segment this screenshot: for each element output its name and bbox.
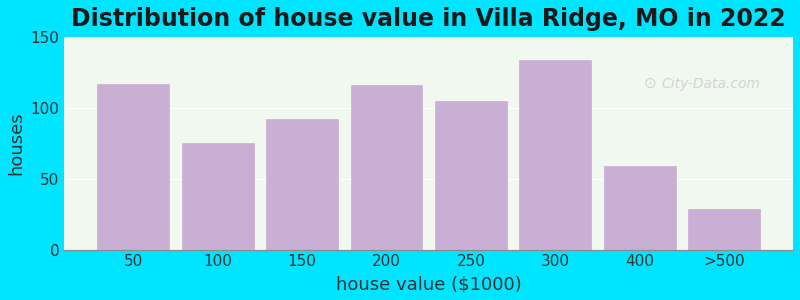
Bar (435, 101, 506, 250)
Bar (266, 119, 338, 250)
Bar (350, 85, 422, 250)
Bar (182, 143, 254, 250)
Bar (688, 208, 760, 250)
Y-axis label: houses: houses (7, 112, 25, 175)
Text: City-Data.com: City-Data.com (662, 77, 761, 91)
Bar (604, 166, 675, 250)
Bar (98, 84, 169, 250)
Bar (519, 60, 591, 250)
X-axis label: house value ($1000): house value ($1000) (336, 275, 522, 293)
Title: Distribution of house value in Villa Ridge, MO in 2022: Distribution of house value in Villa Rid… (71, 7, 786, 31)
Text: ⊙: ⊙ (644, 76, 656, 91)
